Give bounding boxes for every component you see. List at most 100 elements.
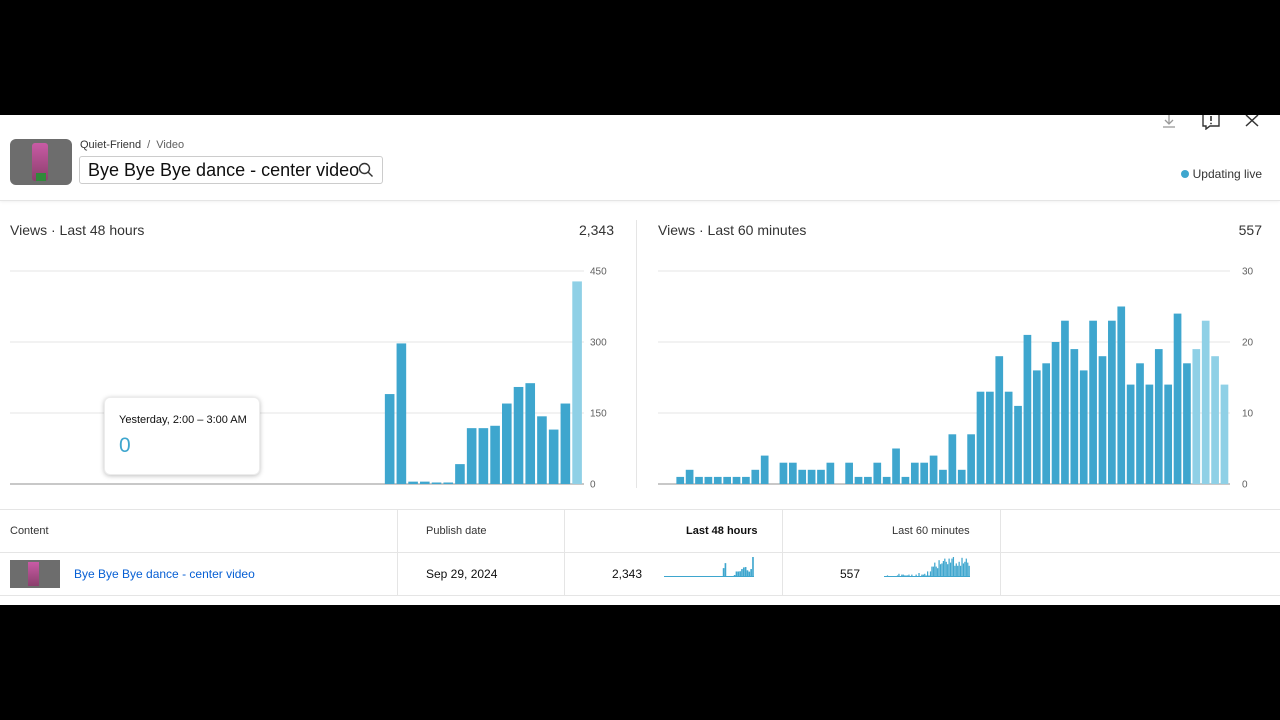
bar[interactable]	[443, 482, 454, 485]
bar[interactable]	[732, 476, 741, 484]
bar[interactable]	[1220, 384, 1229, 484]
bar[interactable]	[910, 462, 919, 484]
bar[interactable]	[478, 428, 489, 484]
sparkline-bar	[935, 566, 937, 577]
bar[interactable]	[882, 476, 891, 484]
bar[interactable]	[1201, 320, 1210, 484]
bar[interactable]	[864, 476, 872, 484]
bar[interactable]	[901, 476, 910, 484]
bar[interactable]	[1136, 363, 1144, 484]
bar[interactable]	[525, 383, 536, 484]
bar[interactable]	[455, 464, 465, 484]
bar[interactable]	[751, 469, 760, 484]
sparkline-bar	[951, 558, 953, 577]
bar[interactable]	[548, 429, 559, 484]
bar[interactable]	[929, 455, 938, 484]
bar[interactable]	[1126, 384, 1135, 484]
bar[interactable]	[1089, 320, 1097, 484]
bar[interactable]	[490, 425, 500, 484]
bar[interactable]	[1183, 363, 1191, 484]
sparkline-bar	[746, 570, 749, 577]
breadcrumb-channel[interactable]: Quiet-Friend	[80, 139, 142, 151]
header-publish-date[interactable]: Publish date	[426, 525, 487, 537]
bar[interactable]	[685, 469, 694, 484]
bar[interactable]	[420, 481, 430, 484]
bar[interactable]	[1070, 349, 1079, 484]
header-last-48-hours[interactable]: Last 48 hours	[686, 525, 758, 537]
bar[interactable]	[1117, 306, 1126, 485]
bar[interactable]	[1164, 384, 1173, 484]
analytics-panel: Quiet-Friend / Video Bye Bye Bye dance - c…	[0, 115, 1280, 605]
bar[interactable]	[396, 343, 407, 484]
bar[interactable]	[676, 476, 685, 484]
bar[interactable]	[807, 469, 816, 484]
bar[interactable]	[1042, 363, 1051, 484]
bar[interactable]	[1061, 320, 1069, 484]
sparkline-bar	[918, 573, 920, 577]
bar[interactable]	[986, 391, 994, 484]
sparkline-bar	[927, 571, 929, 577]
row-thumbnail[interactable]	[10, 560, 60, 588]
bar[interactable]	[1192, 349, 1201, 484]
bar[interactable]	[742, 476, 750, 484]
bar[interactable]	[845, 462, 853, 484]
bar[interactable]	[948, 434, 957, 484]
sparkline-bar	[752, 557, 754, 577]
bar[interactable]	[1032, 370, 1041, 484]
bar[interactable]	[1004, 391, 1013, 484]
bar[interactable]	[572, 281, 582, 484]
bar[interactable]	[1098, 356, 1107, 484]
bar[interactable]	[1154, 349, 1163, 484]
sparkline-bar	[932, 566, 934, 577]
bar[interactable]	[892, 448, 900, 485]
bar[interactable]	[1014, 405, 1022, 484]
bar[interactable]	[788, 462, 797, 484]
bar[interactable]	[939, 469, 947, 484]
sparkline-bar	[957, 565, 959, 577]
bar[interactable]	[976, 391, 985, 484]
video-thumbnail[interactable]	[10, 139, 72, 185]
bar[interactable]	[760, 455, 769, 484]
bar[interactable]	[695, 476, 703, 484]
bar[interactable]	[713, 476, 722, 484]
bar[interactable]	[1108, 320, 1116, 484]
bar[interactable]	[854, 476, 863, 484]
bar[interactable]	[817, 469, 825, 484]
bar[interactable]	[466, 428, 477, 484]
close-icon[interactable]	[1245, 115, 1259, 127]
header-last-60-minutes[interactable]: Last 60 minutes	[892, 525, 970, 537]
bar[interactable]	[826, 462, 835, 484]
bar[interactable]	[502, 403, 512, 484]
bar[interactable]	[1051, 342, 1060, 484]
search-icon[interactable]	[358, 162, 374, 178]
bar[interactable]	[957, 469, 966, 484]
bar[interactable]	[798, 469, 807, 484]
bar[interactable]	[723, 476, 731, 484]
download-icon[interactable]	[1161, 115, 1177, 129]
bar[interactable]	[1079, 370, 1088, 484]
sparkline-bar	[958, 561, 960, 577]
bar[interactable]	[967, 434, 975, 484]
bar[interactable]	[779, 462, 788, 484]
bar[interactable]	[1145, 384, 1154, 484]
bar[interactable]	[995, 356, 1004, 484]
bar[interactable]	[384, 394, 395, 484]
bar[interactable]	[537, 416, 547, 484]
bar[interactable]	[513, 386, 524, 484]
card-divider	[636, 220, 637, 488]
sparkline-bar	[924, 573, 926, 577]
row-title-link[interactable]: Bye Bye Bye dance - center video	[74, 567, 255, 581]
bar[interactable]	[704, 476, 713, 484]
col-divider	[782, 509, 783, 595]
bar[interactable]	[873, 462, 882, 484]
bar[interactable]	[431, 482, 442, 485]
feedback-icon[interactable]	[1202, 115, 1220, 130]
video-selector[interactable]: Bye Bye Bye dance - center video	[79, 156, 383, 184]
table-top-border	[0, 509, 1280, 510]
bar[interactable]	[560, 403, 571, 484]
bar[interactable]	[1173, 313, 1182, 484]
bar[interactable]	[1023, 334, 1032, 484]
bar[interactable]	[1211, 356, 1219, 484]
bar[interactable]	[920, 462, 929, 484]
bar[interactable]	[408, 481, 418, 484]
